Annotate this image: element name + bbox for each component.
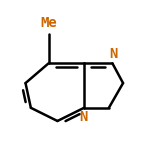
Text: N: N [79,110,87,124]
Text: N: N [109,47,118,61]
Text: Me: Me [40,16,57,30]
